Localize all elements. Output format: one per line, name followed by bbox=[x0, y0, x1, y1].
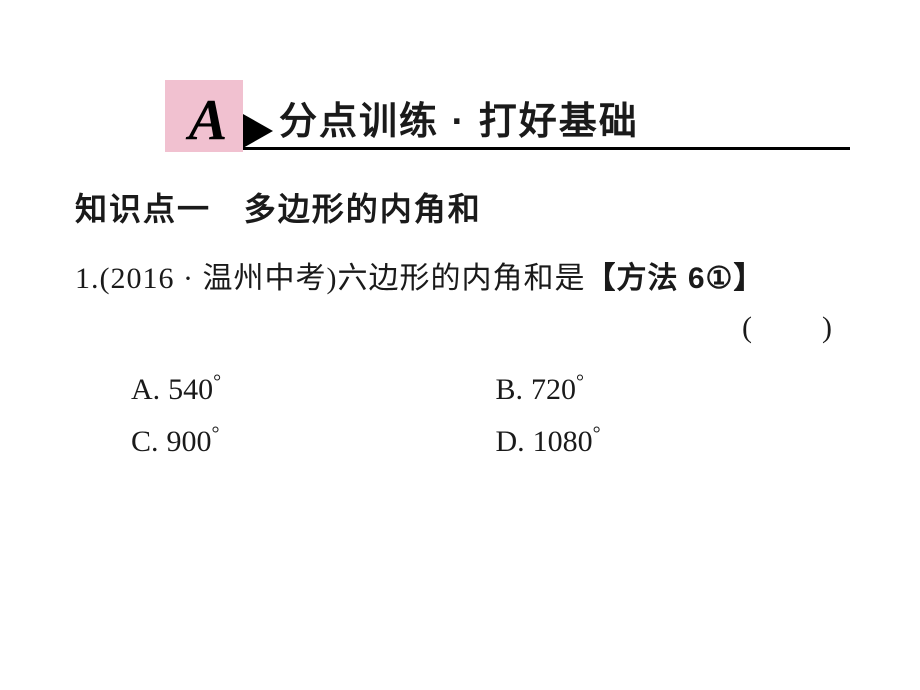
option-d-value: 1080 bbox=[533, 425, 593, 459]
option-b-deg: ° bbox=[576, 371, 584, 394]
option-c-value: 900 bbox=[167, 425, 212, 459]
option-c: C. 900° bbox=[131, 425, 486, 459]
question-line: 1.(2016 · 温州中考)六边形的内角和是【方法 6①】 bbox=[75, 250, 850, 307]
knowledge-heading: 知识点一 多边形的内角和 bbox=[75, 184, 850, 230]
method-open: 【 bbox=[585, 262, 616, 295]
paren-open: ( bbox=[742, 311, 752, 344]
method-circled: ① bbox=[706, 262, 734, 295]
question-stem: 六边形的内角和是 bbox=[337, 262, 585, 295]
page-root: A 分点训练 · 打好基础 知识点一 多边形的内角和 1.(2016 · 温州中… bbox=[0, 0, 920, 459]
banner-text-wrap: 分点训练 · 打好基础 bbox=[243, 90, 850, 150]
method-close: 】 bbox=[733, 262, 764, 295]
option-c-deg: ° bbox=[212, 423, 220, 446]
knowledge-label: 知识点一 bbox=[75, 191, 211, 227]
section-banner: A 分点训练 · 打好基础 bbox=[165, 80, 850, 150]
option-b-value: 720 bbox=[531, 373, 576, 407]
option-b: B. 720° bbox=[496, 373, 851, 407]
banner-letter-box: A bbox=[165, 80, 243, 152]
options-grid: A. 540° B. 720° C. 900° D. 1080° bbox=[75, 373, 850, 459]
question-number: 1. bbox=[75, 262, 100, 295]
knowledge-topic: 多边形的内角和 bbox=[244, 191, 482, 227]
option-d-label: D. bbox=[496, 425, 525, 459]
option-b-label: B. bbox=[496, 373, 524, 407]
option-a-deg: ° bbox=[213, 371, 221, 394]
option-a-label: A. bbox=[131, 373, 160, 407]
option-a: A. 540° bbox=[131, 373, 486, 407]
option-d-deg: ° bbox=[593, 423, 601, 446]
answer-paren: () bbox=[75, 311, 850, 345]
banner-title: 分点训练 · 打好基础 bbox=[279, 101, 639, 143]
triangle-icon bbox=[243, 114, 273, 148]
option-d: D. 1080° bbox=[496, 425, 851, 459]
question-source: (2016 · 温州中考) bbox=[100, 262, 338, 295]
paren-close: ) bbox=[822, 311, 832, 344]
option-a-value: 540 bbox=[168, 373, 213, 407]
method-text: 方法 6 bbox=[616, 262, 705, 295]
option-c-label: C. bbox=[131, 425, 159, 459]
banner-letter: A bbox=[189, 91, 228, 149]
